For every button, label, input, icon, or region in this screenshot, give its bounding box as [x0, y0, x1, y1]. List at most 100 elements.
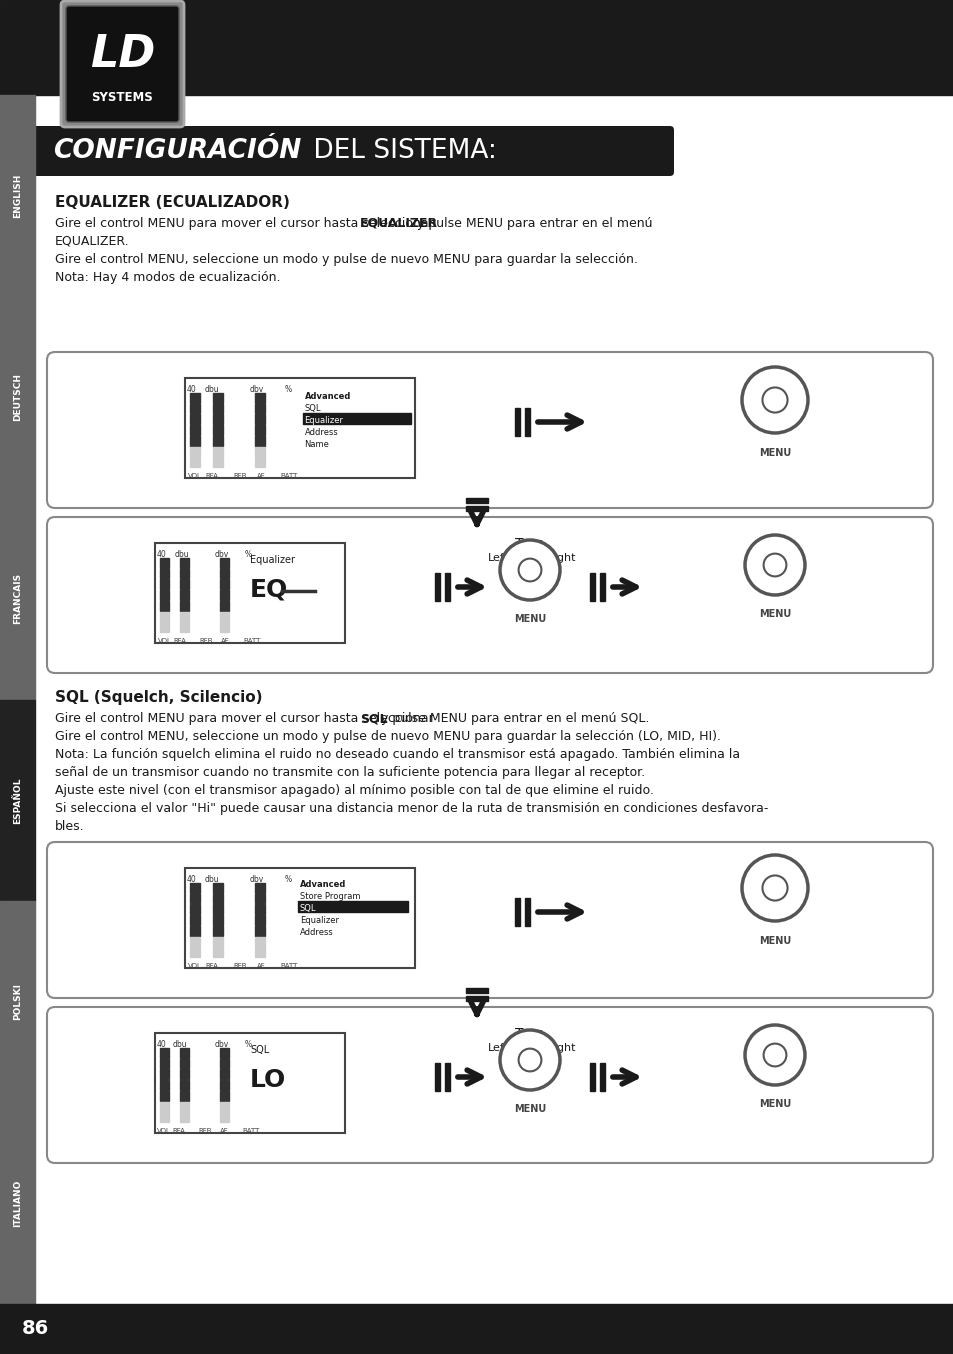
Bar — [220, 612, 229, 621]
Text: Nota: Hay 4 modos de ecualización.: Nota: Hay 4 modos de ecualización. — [55, 271, 280, 284]
Circle shape — [744, 1025, 804, 1085]
Bar — [190, 414, 200, 424]
Bar — [254, 414, 265, 424]
Text: POLSKI: POLSKI — [13, 983, 22, 1021]
Text: 40: 40 — [187, 875, 196, 884]
Text: Right: Right — [547, 552, 577, 563]
Bar — [160, 580, 169, 589]
Bar — [254, 926, 265, 936]
Bar — [213, 948, 223, 957]
Bar — [589, 1063, 595, 1091]
Text: Press: Press — [756, 543, 792, 556]
Text: Equalizer: Equalizer — [250, 555, 294, 565]
Bar — [213, 436, 223, 445]
Bar — [0, 1102, 35, 1304]
Bar — [160, 1112, 169, 1122]
Text: Address: Address — [299, 927, 334, 937]
Text: Address: Address — [304, 428, 338, 437]
FancyBboxPatch shape — [61, 1, 184, 127]
Bar — [160, 1080, 169, 1090]
Bar — [160, 558, 169, 567]
Bar — [599, 1063, 604, 1091]
Bar — [160, 1059, 169, 1068]
Text: DEUTSCH: DEUTSCH — [13, 374, 22, 421]
Bar — [180, 1112, 189, 1122]
Text: SQL (Squelch, Scilencio): SQL (Squelch, Scilencio) — [55, 691, 262, 705]
Text: 40: 40 — [157, 550, 167, 559]
Bar — [190, 393, 200, 402]
Text: FRANCAIS: FRANCAIS — [13, 573, 22, 624]
Bar — [220, 1091, 229, 1101]
Bar — [465, 997, 488, 1001]
Bar — [213, 414, 223, 424]
Text: RFA: RFA — [172, 638, 186, 645]
Bar — [220, 569, 229, 578]
Text: Press: Press — [756, 868, 792, 881]
Bar — [254, 403, 265, 413]
Text: Press: Press — [756, 378, 792, 393]
Text: SQL: SQL — [299, 904, 316, 913]
Bar — [160, 590, 169, 600]
Bar — [254, 458, 265, 467]
Bar — [154, 543, 345, 643]
Bar — [465, 498, 488, 502]
Bar — [213, 937, 223, 946]
Bar — [213, 915, 223, 925]
Bar — [0, 700, 35, 900]
Bar — [254, 937, 265, 946]
Bar — [190, 915, 200, 925]
Text: VOL: VOL — [188, 473, 202, 479]
Bar — [0, 297, 35, 498]
Text: EQUALIZER.: EQUALIZER. — [55, 236, 130, 248]
Text: SQL: SQL — [250, 1045, 269, 1055]
Bar — [220, 1048, 229, 1057]
Bar — [213, 447, 223, 456]
Text: señal de un transmisor cuando no transmite con la suficiente potencia para llega: señal de un transmisor cuando no transmi… — [55, 766, 644, 779]
Text: MENU: MENU — [758, 609, 790, 619]
FancyBboxPatch shape — [30, 126, 673, 176]
Text: Gire el control MENU para mover el cursor hasta seleccionar: Gire el control MENU para mover el curso… — [55, 217, 437, 230]
Text: CONFIGURACIÓN: CONFIGURACIÓN — [53, 138, 301, 164]
Text: BATT: BATT — [280, 473, 297, 479]
Bar — [180, 623, 189, 632]
Bar — [213, 904, 223, 914]
Text: MENU: MENU — [514, 613, 545, 624]
Text: EQ: EQ — [250, 578, 288, 603]
Text: Gire el control MENU para mover el cursor hasta seleccionar: Gire el control MENU para mover el curso… — [55, 712, 437, 724]
Text: LD: LD — [90, 32, 155, 76]
Circle shape — [741, 367, 807, 433]
Bar — [190, 458, 200, 467]
Circle shape — [762, 554, 785, 577]
Text: y pulse MENU para entrar en el menú SQL.: y pulse MENU para entrar en el menú SQL. — [377, 712, 649, 724]
Text: RFA: RFA — [172, 1128, 185, 1135]
Bar — [160, 1048, 169, 1057]
Bar — [180, 558, 189, 567]
Text: Press: Press — [756, 1033, 792, 1047]
Text: BATT: BATT — [280, 963, 297, 969]
Bar — [435, 1063, 439, 1091]
Text: RFA: RFA — [205, 963, 217, 969]
Text: 40: 40 — [157, 1040, 167, 1049]
Text: Gire el control MENU, seleccione un modo y pulse de nuevo MENU para guardar la s: Gire el control MENU, seleccione un modo… — [55, 253, 638, 265]
Text: MENU: MENU — [758, 1099, 790, 1109]
Bar — [254, 436, 265, 445]
Text: Right: Right — [547, 1043, 577, 1053]
Text: EQUALIZER: EQUALIZER — [359, 217, 437, 230]
Bar — [160, 1102, 169, 1112]
Bar — [0, 498, 35, 700]
Text: 40: 40 — [187, 385, 196, 394]
Bar — [180, 601, 189, 611]
Text: AF: AF — [256, 963, 266, 969]
Text: MENU: MENU — [758, 448, 790, 458]
Text: BATT: BATT — [242, 1128, 259, 1135]
Bar — [160, 1070, 169, 1079]
Text: dbv: dbv — [214, 550, 229, 559]
Text: %: % — [245, 550, 252, 559]
Text: 86: 86 — [22, 1320, 50, 1339]
Text: RFB: RFB — [233, 963, 246, 969]
Bar — [444, 1063, 450, 1091]
Bar — [213, 393, 223, 402]
Bar — [254, 393, 265, 402]
Text: Name: Name — [304, 440, 329, 450]
Text: ESPAÑOL: ESPAÑOL — [13, 777, 22, 823]
